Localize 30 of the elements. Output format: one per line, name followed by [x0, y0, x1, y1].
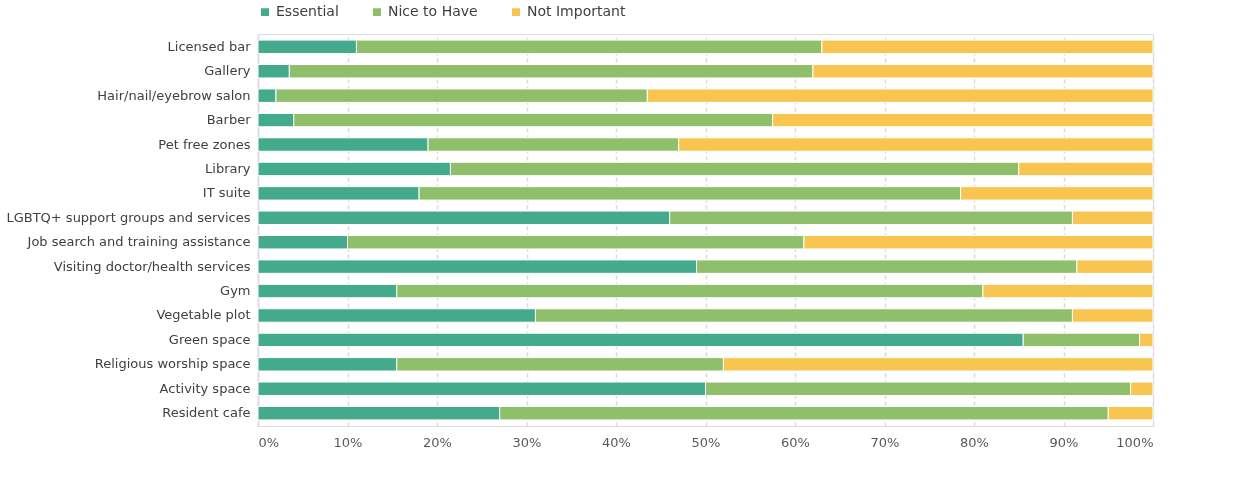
y-tick-label: Pet free zones: [158, 136, 251, 152]
y-tick-label: Gym: [220, 283, 251, 299]
x-tick-label: 30%: [512, 434, 542, 450]
y-tick-label: IT suite: [202, 185, 251, 201]
x-tick-label: 50%: [691, 434, 721, 450]
legend-label: Essential: [276, 3, 339, 20]
x-tick-label: 70%: [870, 434, 900, 450]
legend-label: Not Important: [527, 3, 626, 20]
x-tick-label: 100%: [1116, 434, 1154, 450]
y-tick-label: Barber: [206, 112, 252, 128]
y-tick-label: Resident cafe: [162, 405, 251, 421]
x-tick-label: 80%: [960, 434, 989, 450]
y-tick-label: Activity space: [159, 380, 251, 396]
legend-label: Nice to Have: [388, 3, 478, 20]
x-tick-label: 90%: [1049, 434, 1079, 450]
y-tick-label: Licensed bar: [167, 38, 252, 54]
x-tick-label: 60%: [781, 434, 810, 450]
x-tick-label: 40%: [602, 434, 631, 450]
y-tick-label: Job search and training assistance: [26, 234, 251, 250]
x-tick-label: 10%: [333, 434, 363, 450]
y-tick-label: Library: [205, 160, 251, 176]
y-tick-label: LGBTQ+ support groups and services: [6, 209, 251, 225]
y-tick-label: Hair/nail/eyebrow salon: [97, 87, 251, 103]
y-tick-label: Visiting doctor/health services: [53, 258, 251, 274]
y-tick-label: Gallery: [204, 63, 251, 79]
y-tick-label: Green space: [168, 331, 251, 347]
x-tick-label: 20%: [423, 434, 452, 450]
y-tick-label: Religious worship space: [94, 356, 251, 372]
x-tick-label: 0%: [258, 434, 280, 450]
y-tick-label: Vegetable plot: [156, 307, 251, 323]
